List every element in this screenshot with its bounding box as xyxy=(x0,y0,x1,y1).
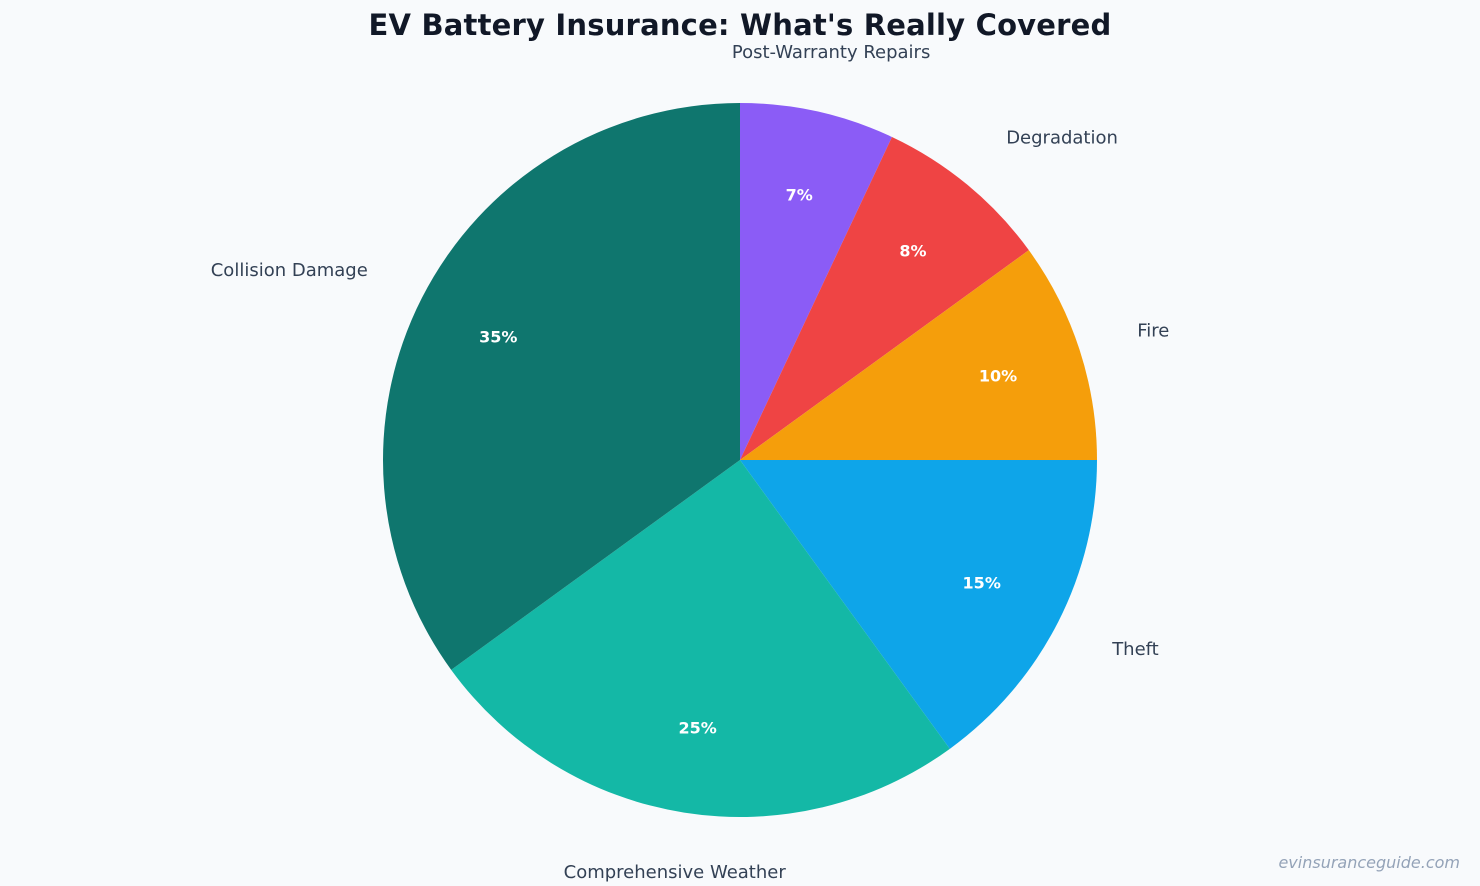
category-label-comprehensive-weather: Comprehensive Weather xyxy=(564,862,787,883)
pie-slice-theft xyxy=(740,460,1097,749)
pie-slice-post-warranty-repairs xyxy=(740,103,892,460)
category-label-theft: Theft xyxy=(1111,639,1159,660)
value-label-collision-damage: 35% xyxy=(479,327,517,346)
watermark-text: evinsuranceguide.com xyxy=(1278,853,1460,872)
value-label-comprehensive-weather: 25% xyxy=(678,719,716,738)
value-label-fire: 10% xyxy=(979,367,1017,386)
pie-slice-degradation xyxy=(740,136,1029,461)
category-label-collision-damage: Collision Damage xyxy=(211,260,368,281)
category-label-fire: Fire xyxy=(1137,320,1169,341)
category-label-post-warranty-repairs: Post-Warranty Repairs xyxy=(732,42,930,63)
pie-slice-fire xyxy=(740,250,1097,460)
value-label-post-warranty-repairs: 7% xyxy=(786,186,813,205)
chart-title: EV Battery Insurance: What's Really Cove… xyxy=(368,8,1112,42)
category-label-degradation: Degradation xyxy=(1006,128,1118,149)
pie-slice-comprehensive-weather xyxy=(451,460,950,818)
value-label-degradation: 8% xyxy=(899,241,926,260)
value-label-theft: 15% xyxy=(963,574,1001,593)
pie-slice-collision-damage xyxy=(382,103,740,670)
